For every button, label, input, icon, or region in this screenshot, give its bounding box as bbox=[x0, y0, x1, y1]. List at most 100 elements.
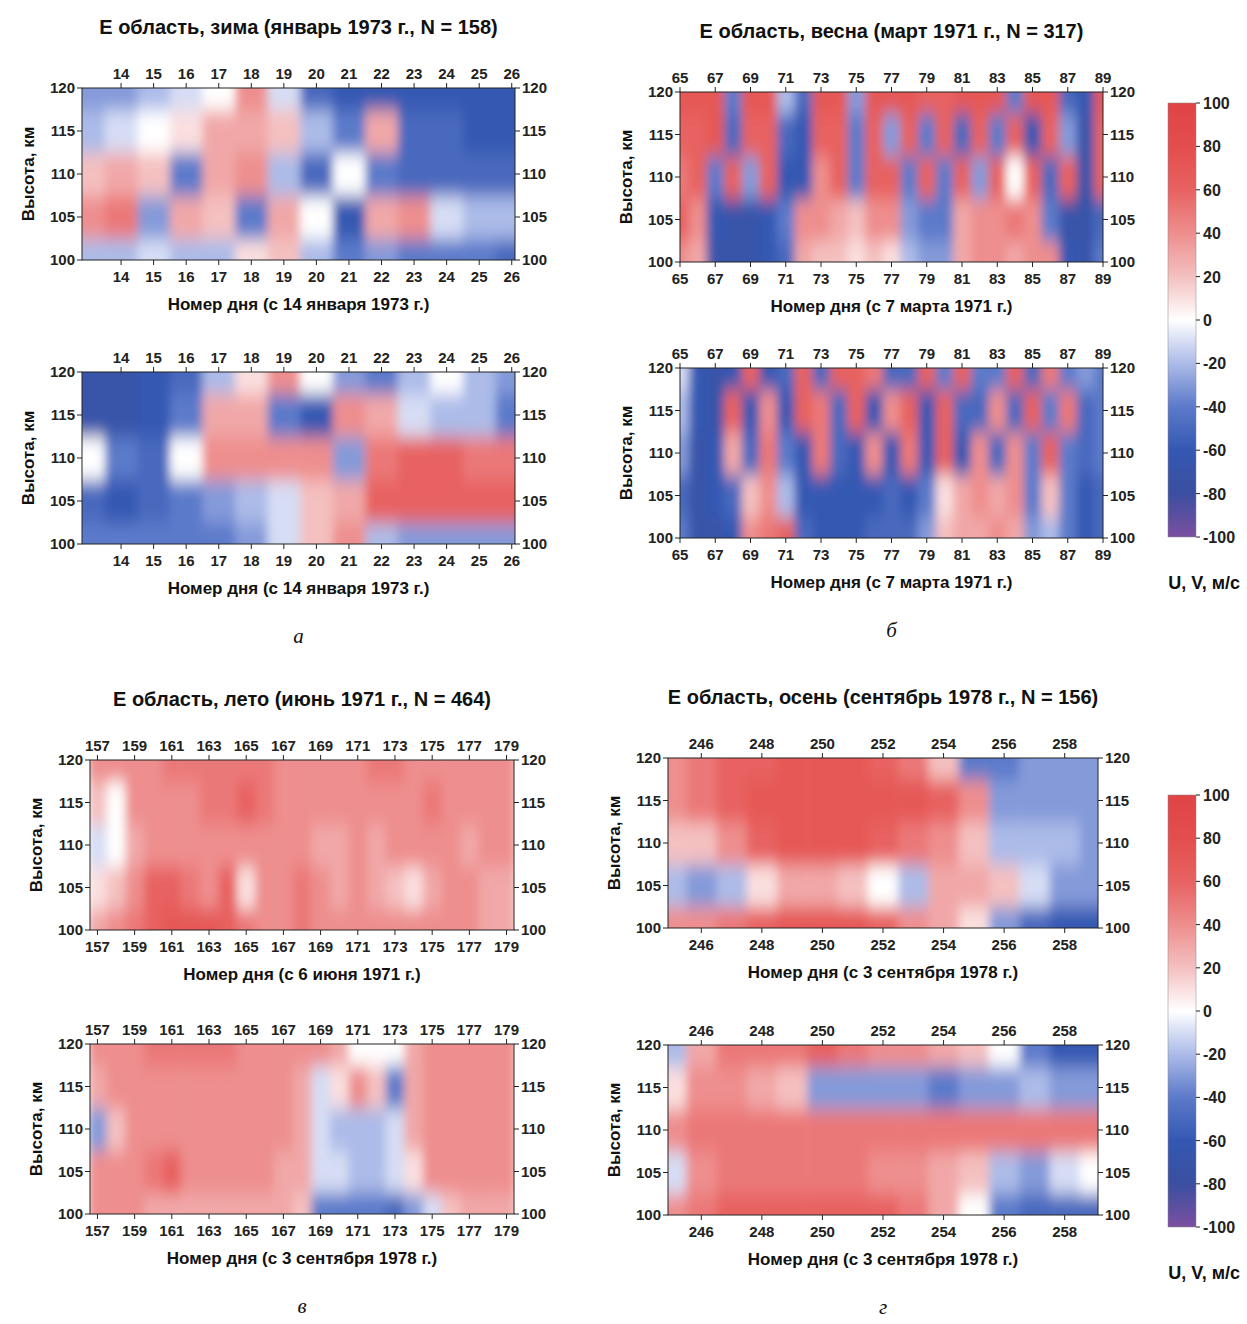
heatmap-cell bbox=[988, 389, 1006, 432]
heatmap-cell bbox=[237, 760, 256, 782]
heatmap-cell bbox=[868, 1045, 899, 1067]
heatmap-cell bbox=[137, 394, 170, 438]
x-tick-label: 77 bbox=[883, 270, 900, 287]
y-tick-label: 110 bbox=[637, 1121, 661, 1138]
y-tick bbox=[1103, 262, 1108, 263]
heatmap-cell bbox=[144, 760, 163, 782]
heatmap-cell bbox=[777, 389, 795, 432]
heatmap-cell bbox=[686, 758, 717, 780]
heatmap-cell bbox=[988, 113, 1006, 156]
heatmap-cell bbox=[900, 92, 918, 114]
heatmap-cell bbox=[724, 432, 742, 475]
heatmap-cell bbox=[847, 113, 865, 156]
heatmap-cell bbox=[883, 241, 901, 262]
x-tick bbox=[469, 1214, 470, 1219]
x-tick bbox=[511, 83, 512, 88]
y-tick-label-right: 120 bbox=[521, 751, 546, 768]
x-tick bbox=[785, 363, 786, 368]
heatmap-cell bbox=[170, 523, 203, 545]
heatmap-cell bbox=[90, 1193, 107, 1214]
heatmap-cell bbox=[689, 198, 707, 241]
x-tick bbox=[432, 755, 433, 760]
colorbar bbox=[1168, 795, 1196, 1227]
x-tick bbox=[414, 544, 415, 549]
x-tick-label: 65 bbox=[672, 546, 689, 563]
x-tick-label-top: 23 bbox=[406, 65, 423, 82]
colorbar-title: U, V, м/с bbox=[1168, 573, 1240, 593]
heatmap-cell bbox=[137, 110, 170, 154]
y-tick-label: 120 bbox=[636, 749, 661, 766]
x-tick bbox=[446, 83, 447, 88]
x-tick bbox=[316, 260, 317, 265]
heatmap-cell bbox=[686, 1045, 717, 1067]
heatmap-cell bbox=[386, 760, 405, 782]
x-tick-label: 75 bbox=[848, 270, 865, 287]
heatmap-cell bbox=[125, 1044, 144, 1066]
x-tick bbox=[715, 538, 716, 543]
heatmap-cell bbox=[441, 760, 460, 782]
colorbar-tick bbox=[1196, 1227, 1200, 1228]
heatmap-cell bbox=[918, 474, 936, 517]
y-tick bbox=[515, 88, 520, 89]
x-tick-label-top: 24 bbox=[438, 65, 455, 82]
y-tick bbox=[675, 262, 680, 263]
heatmap-cell bbox=[235, 153, 268, 197]
x-tick-label-top: 250 bbox=[810, 735, 835, 752]
colorbar-tick bbox=[1196, 838, 1200, 839]
heatmap-cell bbox=[256, 824, 275, 867]
heatmap-cell bbox=[747, 864, 778, 907]
heatmap-cell bbox=[971, 474, 989, 517]
heatmap-cell bbox=[181, 1044, 200, 1066]
heatmap-cell bbox=[777, 241, 795, 262]
heatmap-cell bbox=[706, 517, 724, 538]
heatmap-cell bbox=[1094, 92, 1103, 114]
heatmap-cell bbox=[460, 824, 479, 867]
x-tick-label-top: 173 bbox=[382, 1021, 407, 1038]
heatmap-cell bbox=[107, 1108, 126, 1151]
x-tick bbox=[121, 260, 122, 265]
y-tick-label-right: 105 bbox=[521, 1163, 546, 1180]
heatmap-cell bbox=[668, 1066, 687, 1109]
heatmap-cell bbox=[460, 866, 479, 909]
heatmap-cell bbox=[107, 760, 126, 782]
plot-frame bbox=[82, 88, 515, 260]
plot-frame bbox=[668, 1045, 1098, 1215]
x-tick bbox=[1067, 87, 1068, 92]
y-tick-label-right: 115 bbox=[1110, 402, 1134, 419]
heatmap-cell bbox=[125, 1108, 144, 1151]
x-tick bbox=[414, 83, 415, 88]
heatmap-cell bbox=[300, 480, 333, 524]
plot-background bbox=[90, 760, 514, 930]
y-tick-label-right: 120 bbox=[1110, 83, 1135, 100]
heatmap-cell bbox=[82, 437, 105, 481]
x-tick-label-top: 179 bbox=[494, 737, 519, 754]
x-tick bbox=[394, 755, 395, 760]
heatmap-cell bbox=[747, 907, 778, 928]
heatmap-cell bbox=[90, 781, 107, 824]
heatmap-cell bbox=[430, 394, 463, 438]
heatmap-cell bbox=[953, 92, 971, 114]
y-tick bbox=[77, 174, 82, 175]
x-tick bbox=[1103, 87, 1104, 92]
y-tick bbox=[675, 538, 680, 539]
x-tick bbox=[479, 367, 480, 372]
x-tick bbox=[1067, 538, 1068, 543]
x-tick-label-top: 26 bbox=[503, 349, 520, 366]
panel-letter: в bbox=[297, 1294, 306, 1318]
heatmap-cell bbox=[105, 110, 138, 154]
panel-title: Е область, весна (март 1971 г., N = 317) bbox=[700, 20, 1084, 42]
heatmap-cell bbox=[330, 1044, 349, 1066]
heatmap-cell bbox=[1077, 389, 1095, 432]
heatmap-cell bbox=[742, 517, 760, 538]
heatmap-cell bbox=[865, 474, 883, 517]
heatmap-cell bbox=[300, 394, 333, 438]
heatmap-cell bbox=[953, 113, 971, 156]
x-tick-label-top: 17 bbox=[210, 349, 227, 366]
heatmap-area bbox=[680, 368, 1103, 538]
heatmap-cell bbox=[386, 1044, 405, 1066]
heatmap-cell bbox=[495, 88, 515, 110]
heatmap-cell bbox=[235, 372, 268, 394]
y-tick bbox=[515, 174, 520, 175]
heatmap-cell bbox=[868, 779, 899, 822]
heatmap-cell bbox=[1024, 517, 1042, 538]
